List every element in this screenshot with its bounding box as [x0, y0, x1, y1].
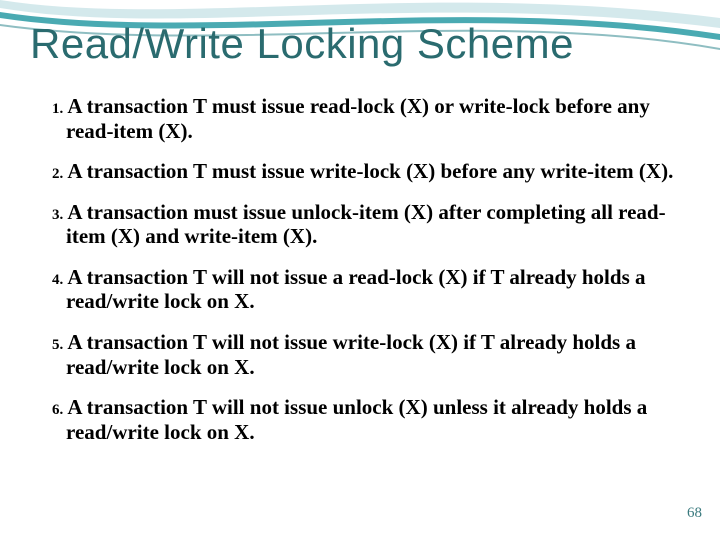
- slide-content: Read/Write Locking Scheme 1. A transacti…: [0, 0, 720, 480]
- rule-text: A transaction T will not issue a read-lo…: [63, 265, 645, 314]
- rule-number: 4.: [52, 272, 63, 288]
- rule-text: A transaction must issue unlock-item (X)…: [63, 200, 665, 249]
- rule-number: 1.: [52, 101, 63, 117]
- rule-text: A transaction T must issue read-lock (X)…: [63, 94, 650, 143]
- rule-number: 6.: [52, 402, 63, 418]
- rule-number: 2.: [52, 166, 63, 182]
- rule-item: 1. A transaction T must issue read-lock …: [44, 94, 690, 143]
- page-number: 68: [687, 505, 702, 522]
- rule-item: 2. A transaction T must issue write-lock…: [44, 159, 690, 184]
- rule-text: A transaction T will not issue write-loc…: [63, 330, 636, 379]
- slide-title: Read/Write Locking Scheme: [30, 20, 690, 68]
- rule-item: 6. A transaction T will not issue unlock…: [44, 395, 690, 444]
- rule-text: A transaction T must issue write-lock (X…: [63, 159, 673, 183]
- rule-item: 3. A transaction must issue unlock-item …: [44, 200, 690, 249]
- rule-number: 5.: [52, 337, 63, 353]
- rule-number: 3.: [52, 207, 63, 223]
- rule-text: A transaction T will not issue unlock (X…: [63, 395, 647, 444]
- rule-item: 4. A transaction T will not issue a read…: [44, 265, 690, 314]
- rule-item: 5. A transaction T will not issue write-…: [44, 330, 690, 379]
- rules-list: 1. A transaction T must issue read-lock …: [30, 94, 690, 444]
